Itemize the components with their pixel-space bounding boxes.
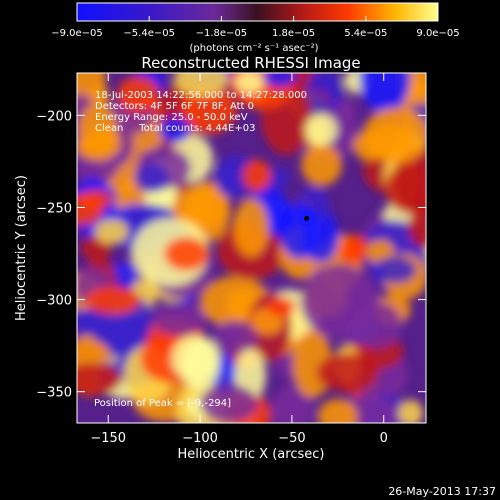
- colorbar-ticks: −9.0e−05 −5.4e−05 −1.8e−05 1.8e−05 5.4e−05 9.…: [51, 16, 460, 39]
- intensity-blob: [200, 383, 258, 423]
- x-tick-label: 0: [380, 431, 388, 446]
- intensity-blob: [77, 103, 118, 155]
- intensity-blob: [85, 286, 141, 315]
- peak-marker-dot: [304, 216, 310, 222]
- intensity-blob: [234, 73, 264, 94]
- annotation-detectors: Detectors: 4F 5F 6F 7F 8F, Att 0: [95, 101, 254, 112]
- annotation-total-counts: Clean Total counts: 4.44E+03: [95, 123, 255, 134]
- intensity-blob: [152, 300, 205, 336]
- x-axis: −150 −100 −50 0: [90, 73, 388, 446]
- y-axis-label: Heliocentric Y (arcsec): [14, 175, 29, 321]
- intensity-blob: [339, 240, 367, 264]
- intensity-blob: [94, 219, 129, 245]
- intensity-blob: [77, 363, 121, 396]
- colorbar-ramp: [76, 2, 439, 22]
- intensity-blob: [134, 163, 170, 193]
- intensity-blob: [173, 73, 229, 97]
- y-tick-label: −250: [36, 201, 72, 216]
- y-tick-label: −350: [36, 386, 72, 401]
- colorbar-tick-label: 9.0e−05: [416, 28, 459, 39]
- intensity-blob: [77, 193, 104, 226]
- intensity-blob: [278, 202, 322, 259]
- y-tick-label: −300: [36, 294, 72, 309]
- intensity-blob: [181, 339, 219, 392]
- annotation-time-range: 18-Jul-2003 14:22:56.000 to 14:27:28.000: [95, 90, 307, 101]
- intensity-blob: [233, 197, 269, 258]
- x-axis-label: Heliocentric X (arcsec): [178, 447, 325, 462]
- intensity-blob: [213, 320, 258, 356]
- colorbar-tick-label: −1.8e−05: [196, 28, 248, 39]
- intensity-blob: [117, 75, 160, 113]
- y-tick-label: −200: [36, 109, 72, 124]
- footer-timestamp: 26-May-2013 17:37: [388, 485, 496, 498]
- x-tick-label: −50: [278, 431, 305, 446]
- intensity-blob: [181, 85, 237, 135]
- intensity-blob: [352, 131, 386, 161]
- colorbar-units: (photons cm⁻² s⁻¹ asec⁻²): [189, 43, 318, 54]
- intensity-blob: [301, 144, 342, 186]
- x-tick-label: −150: [90, 431, 126, 446]
- intensity-blob: [268, 167, 290, 191]
- colorbar: −9.0e−05 −5.4e−05 −1.8e−05 1.8e−05 5.4e−05 9.…: [51, 2, 460, 54]
- intensity-blob: [359, 73, 411, 114]
- y-axis: −200 −250 −300 −350: [36, 109, 426, 401]
- intensity-blob: [262, 73, 297, 87]
- intensity-blob: [373, 256, 417, 284]
- intensity-blobs: [77, 73, 426, 423]
- plot-frame: [76, 72, 427, 424]
- colorbar-tick-label: −5.4e−05: [123, 28, 175, 39]
- intensity-blob: [272, 384, 313, 423]
- colorbar-tick-label: 1.8e−05: [272, 28, 315, 39]
- intensity-blob: [316, 353, 378, 392]
- intensity-blob: [408, 206, 426, 248]
- colorbar-tick-label: 5.4e−05: [344, 28, 387, 39]
- intensity-blob: [393, 147, 426, 214]
- intensity-blob: [216, 167, 240, 197]
- x-tick-label: −100: [182, 431, 218, 446]
- annotation-energy-range: Energy Range: 25.0 - 50.0 keV: [95, 112, 248, 123]
- image-area: [77, 73, 426, 423]
- annotation-peak-position: Position of Peak = [-9,-294]: [94, 398, 231, 409]
- intensity-blob: [350, 301, 402, 349]
- intensity-blob: [164, 237, 209, 271]
- peak-marker: [298, 210, 315, 227]
- intensity-blob: [304, 113, 338, 147]
- annotations: 18-Jul-2003 14:22:56.000 to 14:27:28.000…: [94, 90, 307, 409]
- intensity-blob: [242, 159, 271, 192]
- intensity-blob: [158, 117, 191, 143]
- intensity-blob: [115, 313, 148, 350]
- intensity-blob: [398, 399, 424, 423]
- intensity-blob: [110, 262, 137, 292]
- intensity-blob: [266, 297, 295, 317]
- chart-title: Reconstructed RHESSI Image: [141, 54, 360, 72]
- intensity-blob: [317, 398, 358, 423]
- colorbar-tick-label: −9.0e−05: [51, 28, 103, 39]
